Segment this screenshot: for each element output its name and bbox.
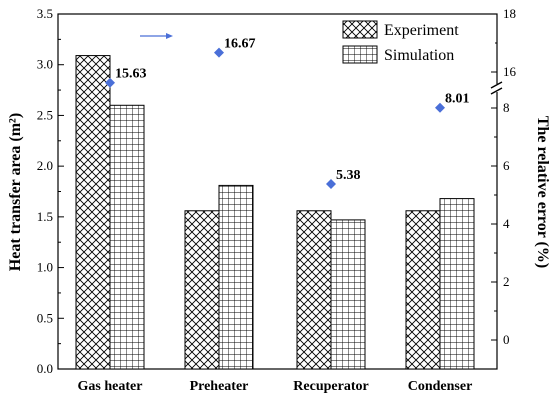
- y-left-tick-label: 0.0: [37, 361, 53, 376]
- legend-swatch-experiment: [342, 20, 378, 39]
- y-left-tick-label: 1.0: [37, 260, 53, 275]
- bar-experiment-2: [296, 210, 332, 370]
- error-point-1: [214, 47, 224, 58]
- error-data-label: 16.67: [224, 37, 256, 52]
- right-axis: 0 2 4 6 8 16 18: [490, 6, 517, 347]
- y-right-tick-label: 2: [503, 274, 510, 289]
- bar-experiment-1: [184, 210, 220, 370]
- error-data-label: 5.38: [336, 168, 361, 183]
- x-tick-label: Condenser: [408, 379, 473, 394]
- error-point-2: [326, 178, 336, 189]
- y-left-tick-label: 3.5: [37, 6, 53, 21]
- x-tick-label: Recuperator: [293, 379, 368, 394]
- bar-simulation-0: [109, 104, 145, 370]
- y-axis-left-label: Heat transfer area (m²): [7, 113, 24, 271]
- y-axis-right-label: The relative error (%): [534, 116, 550, 268]
- category-labels: Gas heater Preheater Recuperator Condenser: [78, 379, 473, 394]
- error-point-3: [435, 102, 445, 113]
- y-right-tick-label: 4: [503, 216, 510, 231]
- legend-label-simulation: Simulation: [384, 47, 454, 64]
- y-right-tick-label: 6: [503, 158, 510, 173]
- axis-break-mark: [490, 87, 503, 95]
- y-right-tick-label: 16: [503, 64, 517, 79]
- y-right-tick-label: 18: [503, 6, 516, 21]
- error-points-group: 15.63 16.67 5.38 8.01: [105, 37, 470, 189]
- error-point-0: [105, 77, 115, 88]
- bar-simulation-3: [439, 198, 475, 370]
- legend-swatch-simulation: [342, 45, 378, 64]
- y-left-tick-label: 2.0: [37, 158, 53, 173]
- error-data-label: 8.01: [445, 92, 470, 107]
- left-axis: 0.0 0.5 1.0 1.5 2.0 2.5 3.0 3.5: [37, 6, 64, 376]
- bars-group: [75, 55, 475, 370]
- legend: Experiment Simulation: [340, 18, 495, 68]
- bar-experiment-3: [405, 210, 441, 370]
- y-left-tick-label: 3.0: [37, 57, 53, 72]
- legend-label-experiment: Experiment: [384, 22, 459, 39]
- x-tick-label: Gas heater: [78, 379, 143, 394]
- y-right-tick-label: 0: [503, 332, 510, 347]
- arrow-icon: [140, 33, 173, 39]
- error-data-label: 15.63: [115, 67, 147, 82]
- y-left-tick-label: 1.5: [37, 209, 53, 224]
- axis-break-mark: [490, 81, 503, 89]
- y-left-tick-label: 2.5: [37, 107, 53, 122]
- bar-simulation-2: [330, 219, 366, 370]
- axis-break-gap: [492, 84, 502, 92]
- y-left-tick-label: 0.5: [37, 310, 53, 325]
- y-right-tick-label: 8: [503, 100, 510, 115]
- bar-experiment-0: [75, 55, 111, 370]
- x-tick-label: Preheater: [190, 379, 249, 394]
- bar-simulation-1: [218, 184, 254, 370]
